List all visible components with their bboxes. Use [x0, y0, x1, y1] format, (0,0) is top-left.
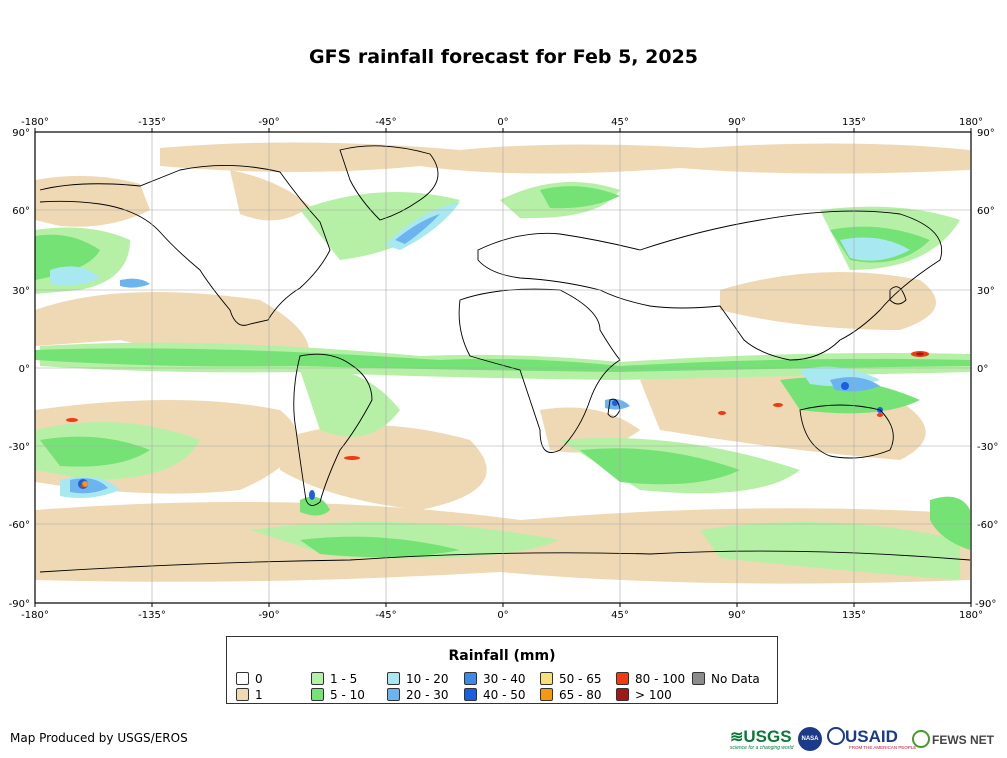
legend-item: 5 - 10 [311, 688, 365, 702]
legend-swatch [692, 672, 705, 685]
lat-label-right: -60° [977, 520, 998, 531]
legend-swatch [616, 688, 629, 701]
lat-label-right: 0° [977, 364, 988, 375]
legend-item: 65 - 80 [540, 688, 602, 702]
legend-swatch [387, 672, 400, 685]
legend-item: 10 - 20 [387, 672, 449, 686]
lat-label-right: -30° [977, 442, 998, 453]
tick-marks [34, 128, 972, 607]
rainfall-map: -180° -135° -90° -45° 0° 45° 90° 135° 18… [9, 117, 999, 621]
usgs-wave-icon: ≋ [730, 729, 744, 746]
lat-label-left: -30° [9, 442, 30, 453]
legend-swatch [311, 672, 324, 685]
legend-swatch [464, 688, 477, 701]
legend-swatch [311, 688, 324, 701]
lat-label-right: 30° [977, 286, 995, 297]
legend-item: 50 - 65 [540, 672, 602, 686]
map-title: GFS rainfall forecast for Feb 5, 2025 [308, 46, 699, 68]
legend-item: 1 - 5 [311, 672, 357, 686]
legend-label: 65 - 80 [559, 688, 602, 702]
graticule [35, 132, 971, 603]
legend-item: 20 - 30 [387, 688, 449, 702]
lat-label-left: 0° [19, 364, 30, 375]
legend: Rainfall (mm) 0 1 1 - 5 5 - 10 10 - 20 2… [226, 636, 778, 704]
lon-label-top: 90° [728, 117, 746, 128]
lon-label-top: -135° [138, 117, 166, 128]
lon-label-top: 135° [842, 117, 866, 128]
legend-label: 1 [255, 688, 263, 702]
legend-label: 30 - 40 [483, 672, 526, 686]
lat-label-left: 60° [12, 206, 30, 217]
lon-label-top: -45° [375, 117, 396, 128]
legend-swatch [464, 672, 477, 685]
legend-item: 0 [236, 672, 263, 686]
fewsnet-logo: FEWS NET [912, 730, 994, 749]
legend-label: 20 - 30 [406, 688, 449, 702]
legend-label: 5 - 10 [330, 688, 365, 702]
usgs-logo: ≋USGS science for a changing world [730, 727, 794, 751]
lon-label-top: -180° [21, 117, 49, 128]
lon-label-bottom: 45° [611, 610, 629, 621]
lat-label-left: -90° [9, 599, 30, 610]
legend-label: 0 [255, 672, 263, 686]
lon-label-bottom: 135° [842, 610, 866, 621]
legend-label: 80 - 100 [635, 672, 686, 686]
legend-item: No Data [692, 672, 760, 686]
legend-label: No Data [711, 672, 760, 686]
legend-item: 1 [236, 688, 263, 702]
lon-label-top: 180° [959, 117, 983, 128]
lon-label-bottom: 0° [497, 610, 508, 621]
legend-label: 50 - 65 [559, 672, 602, 686]
lon-label-bottom: -135° [138, 610, 166, 621]
lat-label-right: 90° [977, 128, 995, 139]
legend-title: Rainfall (mm) [448, 648, 556, 664]
legend-label: 40 - 50 [483, 688, 526, 702]
legend-swatch [540, 672, 553, 685]
legend-swatch [540, 688, 553, 701]
lat-label-left: 90° [12, 128, 30, 139]
rain-heavy-cores [66, 351, 929, 500]
lon-label-bottom: -45° [375, 610, 396, 621]
lon-label-bottom: -180° [21, 610, 49, 621]
lon-label-bottom: 90° [728, 610, 746, 621]
lon-label-top: -90° [258, 117, 279, 128]
legend-item: 80 - 100 [616, 672, 685, 686]
legend-item: 40 - 50 [464, 688, 526, 702]
legend-label: > 100 [635, 688, 672, 702]
lon-label-bottom: 180° [959, 610, 983, 621]
legend-label: 10 - 20 [406, 672, 449, 686]
legend-swatch [616, 672, 629, 685]
lon-label-top: 0° [497, 117, 508, 128]
lat-label-right: 60° [977, 206, 995, 217]
legend-label: 1 - 5 [330, 672, 358, 686]
coastline-layer [39, 145, 971, 573]
lon-label-top: 45° [611, 117, 629, 128]
lat-label-left: 30° [12, 286, 30, 297]
legend-item: 30 - 40 [464, 672, 526, 686]
map-credit: Map Produced by USGS/EROS [10, 731, 188, 745]
seal-icon [827, 727, 845, 745]
legend-swatch [236, 672, 249, 685]
legend-swatch [387, 688, 400, 701]
legend-swatch [236, 688, 249, 701]
lon-label-bottom: -90° [258, 610, 279, 621]
usaid-logo: USAID FROM THE AMERICAN PEOPLE [827, 727, 916, 750]
legend-item: > 100 [616, 688, 672, 702]
lat-label-left: -60° [9, 520, 30, 531]
nasa-logo: NASA [798, 727, 822, 751]
lat-label-right: -90° [975, 599, 996, 610]
globe-leaf-icon [912, 730, 930, 748]
